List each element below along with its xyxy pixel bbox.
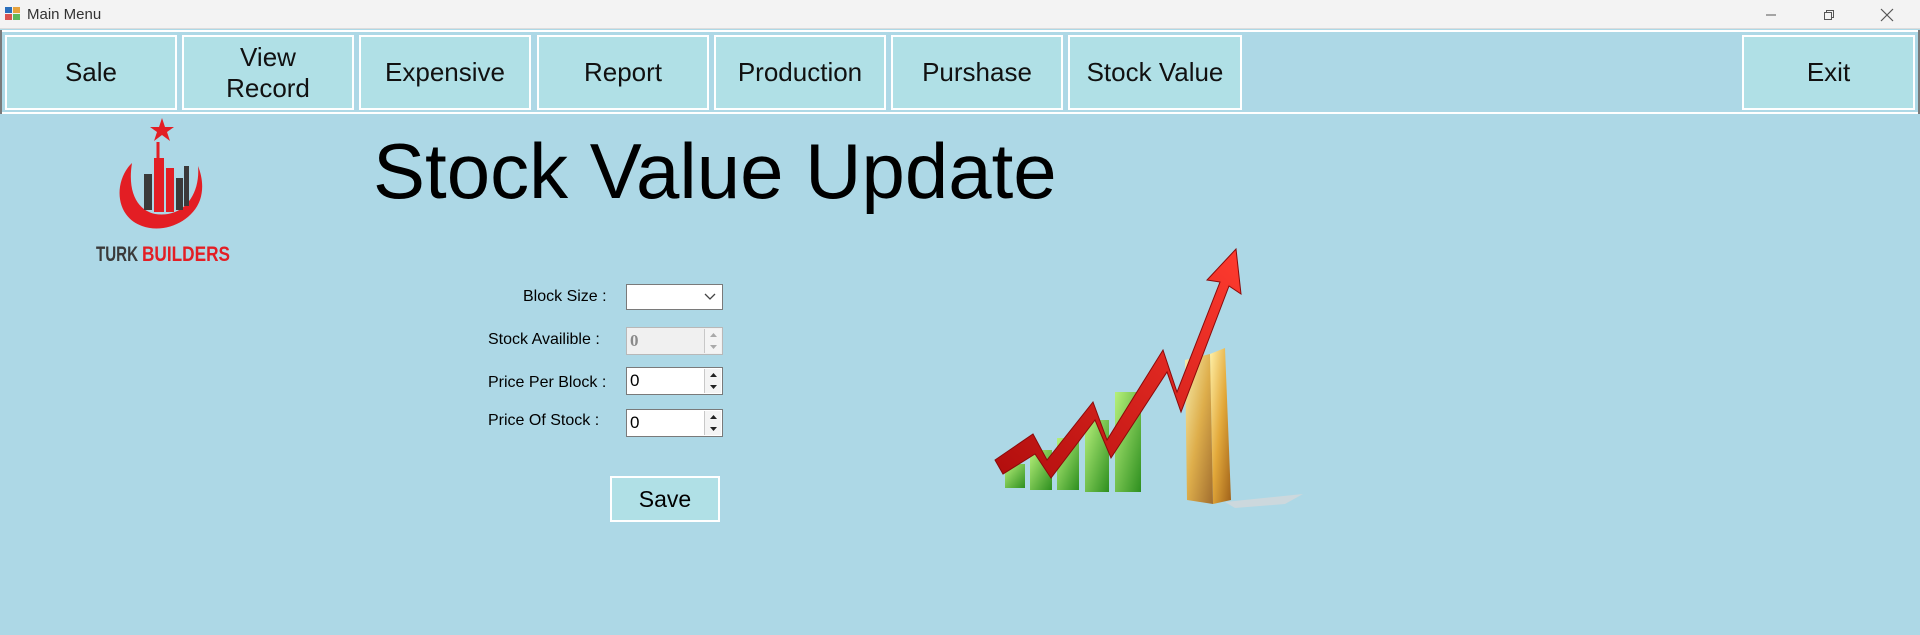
stock-value-button[interactable]: Stock Value [1068,35,1242,110]
block-size-combo[interactable] [626,284,723,310]
report-button[interactable]: Report [537,35,709,110]
stock-available-value: 0 [630,331,639,350]
purshase-button[interactable]: Purshase [891,35,1063,110]
spin-down-icon [705,381,721,393]
growth-chart-illustration [994,247,1303,508]
price-per-block-value: 0 [630,371,640,390]
turk-builders-logo: TURK BUILDERS [96,118,230,266]
price-per-block-label: Price Per Block : [488,374,607,391]
page-title: Stock Value Update [373,127,1057,215]
exit-button[interactable]: Exit [1742,35,1915,110]
main-menu-strip: Sale View Record Expensive Report Produc… [0,30,1920,114]
logo-text-turk: TURK [96,243,138,266]
spin-up-icon [705,329,721,341]
sale-button[interactable]: Sale [5,35,177,110]
save-button[interactable]: Save [610,476,720,522]
minimize-icon [1766,14,1776,15]
spin-down-icon [705,341,721,353]
price-per-block-spinner[interactable] [704,369,721,393]
production-button[interactable]: Production [714,35,886,110]
window-title: Main Menu [27,6,102,23]
restore-button[interactable] [1800,0,1858,29]
stock-available-spinner[interactable] [704,329,721,353]
price-per-block-input[interactable]: 0 [626,367,723,395]
chevron-down-icon [704,293,716,300]
stock-available-label: Stock Availible : [488,331,600,348]
view-record-button[interactable]: View Record [182,35,354,110]
close-icon [1880,8,1894,21]
stock-available-input[interactable]: 0 [626,327,723,355]
close-button[interactable] [1858,0,1916,29]
restore-icon [1824,9,1834,20]
spin-up-icon [705,369,721,381]
price-of-stock-value: 0 [630,413,640,432]
price-of-stock-spinner[interactable] [704,411,721,435]
minimize-button[interactable] [1742,0,1800,29]
logo-text-builders: BUILDERS [142,243,230,266]
block-size-label: Block Size : [523,288,607,305]
price-of-stock-input[interactable]: 0 [626,409,723,437]
price-of-stock-label: Price Of Stock : [488,412,600,429]
spin-down-icon [705,423,721,435]
app-icon [5,7,20,20]
window-title-bar: Main Menu [0,0,1920,29]
spin-up-icon [705,411,721,423]
expensive-button[interactable]: Expensive [359,35,531,110]
